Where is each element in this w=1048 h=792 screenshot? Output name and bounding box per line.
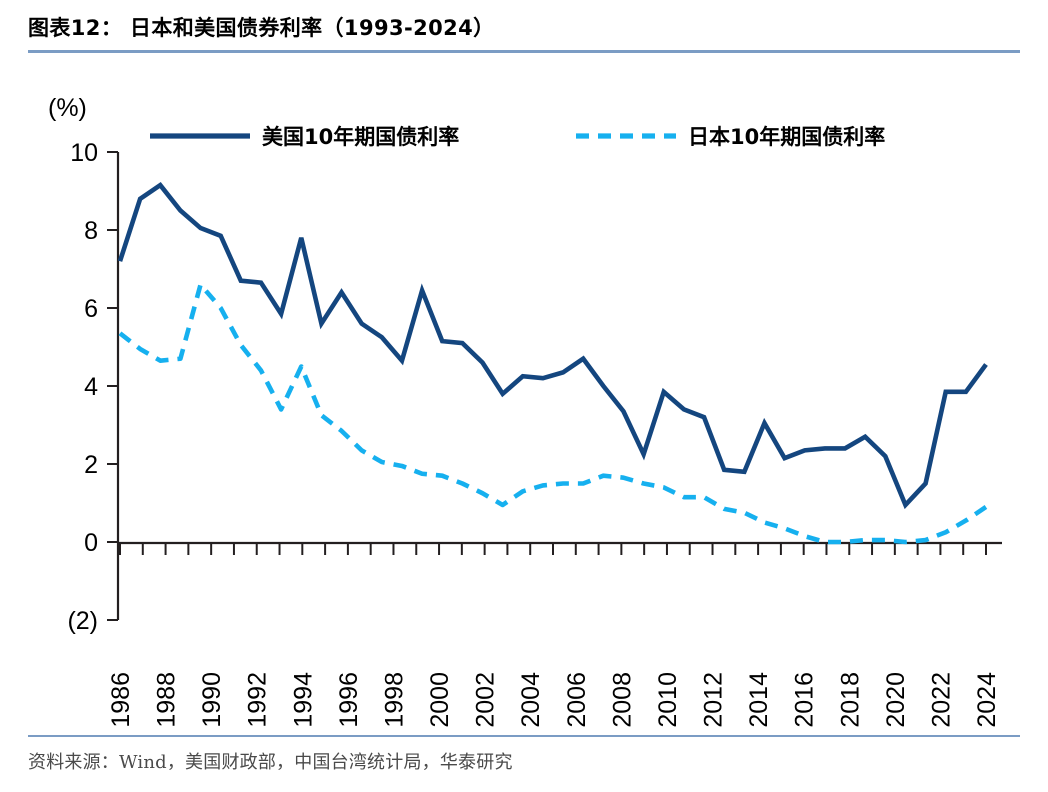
y-tick-label: (2) xyxy=(67,607,98,635)
footer-divider xyxy=(28,735,1020,737)
x-axis-tick-labels: 1986 1988 1990 1992 1994 1996 1998 2000 2002 2004… xyxy=(107,672,1001,728)
x-tick-label: 2010 xyxy=(654,672,682,728)
x-tick-label: 2012 xyxy=(700,672,728,728)
x-tick-label: 2006 xyxy=(563,672,591,728)
y-tick-label: 6 xyxy=(84,295,98,323)
x-tick-label: 1992 xyxy=(244,672,272,728)
x-tick-label: 1998 xyxy=(380,672,408,728)
y-tick-label: 2 xyxy=(84,451,98,479)
x-tick-label: 1986 xyxy=(107,672,135,728)
legend-label-japan: 日本10年期国债利率 xyxy=(688,125,885,149)
y-axis-unit-label: (%) xyxy=(48,94,87,122)
y-axis-tick-labels: 10 8 6 4 2 0 (2) xyxy=(67,139,98,635)
y-tick-label: 8 xyxy=(84,217,98,245)
x-tick-label: 2002 xyxy=(472,672,500,728)
x-tick-label: 1990 xyxy=(198,672,226,728)
y-tick-label: 10 xyxy=(70,139,98,167)
x-tick-label: 2014 xyxy=(745,672,773,728)
y-tick-label: 4 xyxy=(84,373,98,401)
x-tick-label: 2008 xyxy=(608,672,636,728)
x-tick-label: 2018 xyxy=(836,672,864,728)
x-tick-label: 2016 xyxy=(791,672,819,728)
x-tick-label: 2024 xyxy=(973,672,1001,728)
x-tick-label: 2004 xyxy=(517,672,545,728)
x-axis-ticks xyxy=(119,543,987,555)
source-note: 资料来源：Wind，美国财政部，中国台湾统计局，华泰研究 xyxy=(28,752,513,773)
chart-container: (%) 10 8 6 4 2 0 (2) 1986 1988 1990 1992 1994 1996 1… xyxy=(0,60,1048,730)
series-line-us xyxy=(117,182,988,510)
page-title: 图表12： 日本和美国债券利率（1993-2024） xyxy=(28,16,495,40)
x-tick-label: 1988 xyxy=(153,672,181,728)
chart-legend: 美国10年期国债利率 日本10年期国债利率 xyxy=(150,125,885,149)
x-tick-label: 2022 xyxy=(927,672,955,728)
x-tick-label: 2000 xyxy=(426,672,454,728)
chart-header: 图表12： 日本和美国债券利率（1993-2024） xyxy=(28,14,1020,52)
y-tick-label: 0 xyxy=(84,529,98,557)
y-axis-ticks xyxy=(107,151,118,621)
series-line-japan xyxy=(118,282,988,545)
header-divider xyxy=(28,50,1020,53)
x-tick-label: 2020 xyxy=(882,672,910,728)
x-tick-label: 1994 xyxy=(289,672,317,728)
legend-label-us: 美国10年期国债利率 xyxy=(262,125,459,149)
x-tick-label: 1996 xyxy=(335,672,363,728)
